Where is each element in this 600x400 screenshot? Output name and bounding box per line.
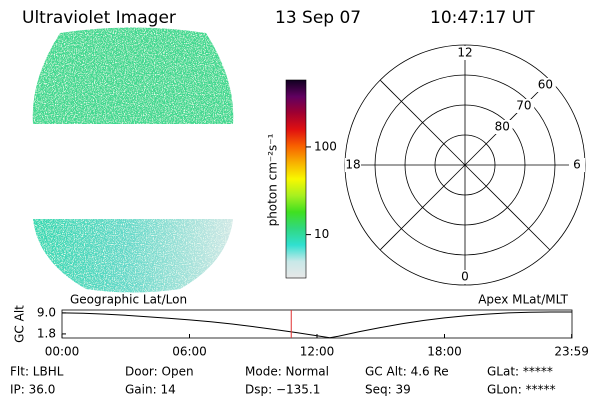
mlt-label: 0	[461, 270, 469, 284]
mlt-label: 12	[457, 46, 472, 60]
altitude-ylabel: GC Alt	[13, 305, 27, 343]
lat-label-bg	[514, 99, 535, 113]
uv-image	[32, 27, 234, 293]
x-tick-label: 23:59	[554, 345, 589, 359]
footer-field: Dsp: −135.1	[245, 383, 320, 397]
x-tick-label: 06:00	[172, 345, 207, 359]
lat-label-bg	[492, 120, 513, 134]
colorbar	[285, 79, 307, 279]
mlt-label: 18	[345, 158, 360, 172]
x-tick-label: 12:00	[300, 345, 335, 359]
date-title: 13 Sep 07	[275, 8, 361, 28]
lat-label: 70	[516, 99, 531, 113]
mlt-label-bg	[457, 270, 473, 284]
footer-field: Seq: 39	[365, 383, 411, 397]
x-tick-label: 18:00	[427, 345, 462, 359]
mlt-label-bg	[569, 158, 585, 172]
altitude-line	[61, 311, 572, 339]
lat-label: 60	[538, 78, 553, 92]
image-upper	[32, 27, 234, 126]
mlt-label-bg	[457, 46, 473, 60]
footer-field: GC Alt: 4.6 Re	[365, 365, 449, 379]
colorbar-tick-label: 10	[314, 227, 329, 241]
footer-field: GLon: *****	[487, 383, 556, 397]
right-label: Apex MLat/MLT	[478, 293, 568, 307]
y-tick-label: 1.8	[37, 326, 56, 340]
lat-label-bg	[535, 78, 556, 92]
instrument-title: Ultraviolet Imager	[22, 8, 176, 28]
footer-field: Gain: 14	[125, 383, 176, 397]
mlt-label: 6	[573, 158, 581, 172]
footer-field: Flt: LBHL	[10, 365, 64, 379]
colorbar-tick-label: 100	[314, 139, 337, 153]
x-tick-label: 00:00	[45, 345, 80, 359]
left-label: Geographic Lat/Lon	[70, 293, 187, 307]
lat-circle	[404, 104, 526, 226]
footer-field: IP: 36.0	[10, 383, 55, 397]
time-title: 10:47:17 UT	[430, 8, 535, 28]
lat-circle	[434, 134, 496, 196]
footer-field: GLat: *****	[487, 365, 553, 379]
lat-label: 80	[495, 120, 510, 134]
altitude-frame	[61, 309, 573, 339]
lat-circle	[374, 74, 556, 256]
colorbar-label: photon cm⁻²s⁻¹	[266, 133, 280, 226]
footer-field: Mode: Normal	[245, 365, 329, 379]
mlt-label-bg	[345, 158, 361, 172]
image-lower	[32, 217, 234, 293]
footer-field: Door: Open	[125, 365, 194, 379]
y-tick-label: 9.0	[37, 305, 56, 319]
